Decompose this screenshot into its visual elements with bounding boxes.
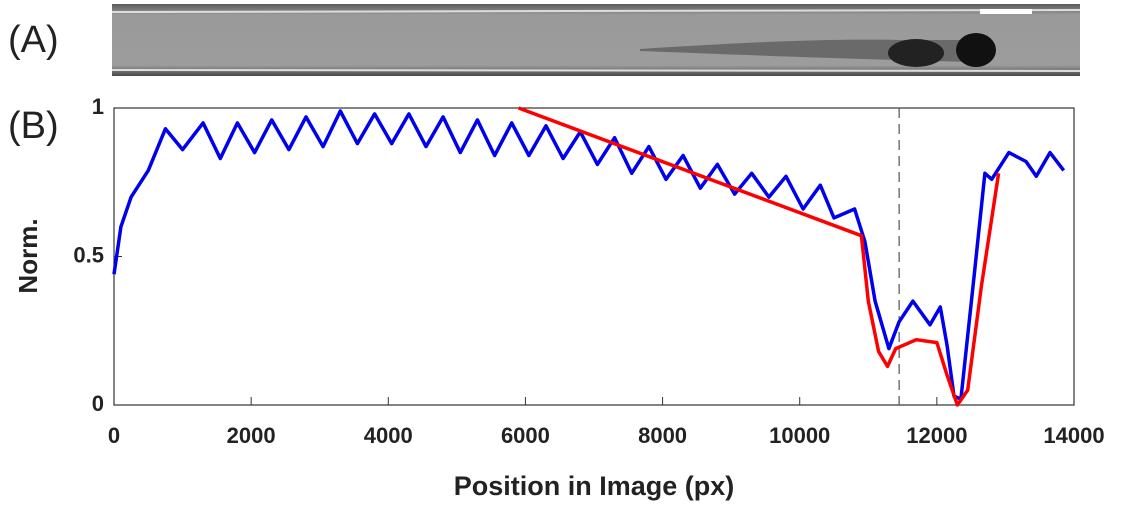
data-line — [517, 106, 1001, 407]
plot: 0 2000 4000 6000 8000 10000 12000 14000 0 0.5 1 — [73, 94, 1104, 448]
y-tick-label: 1 — [92, 94, 104, 119]
microscopy-image — [111, 4, 1081, 76]
x-tick-label: 4000 — [364, 423, 413, 448]
x-tick-label: 6000 — [501, 423, 550, 448]
y-tick-label: 0.5 — [73, 242, 104, 267]
x-axis-label: Position in Image (px) — [454, 471, 735, 501]
plot-frame — [113, 107, 1075, 406]
x-tick-label: 2000 — [227, 423, 276, 448]
panel-label: (A) — [8, 19, 59, 61]
x-tick-label: 14000 — [1043, 423, 1104, 448]
panel-label: (B) — [8, 105, 59, 147]
y-axis-label: Norm. — [13, 218, 43, 293]
data-line — [112, 109, 1066, 401]
x-tick-label: 10000 — [769, 423, 830, 448]
y-tick-label: 0 — [92, 391, 104, 416]
x-tick-label: 0 — [108, 423, 120, 448]
x-tick-label: 8000 — [638, 423, 687, 448]
x-tick-label: 12000 — [906, 423, 967, 448]
